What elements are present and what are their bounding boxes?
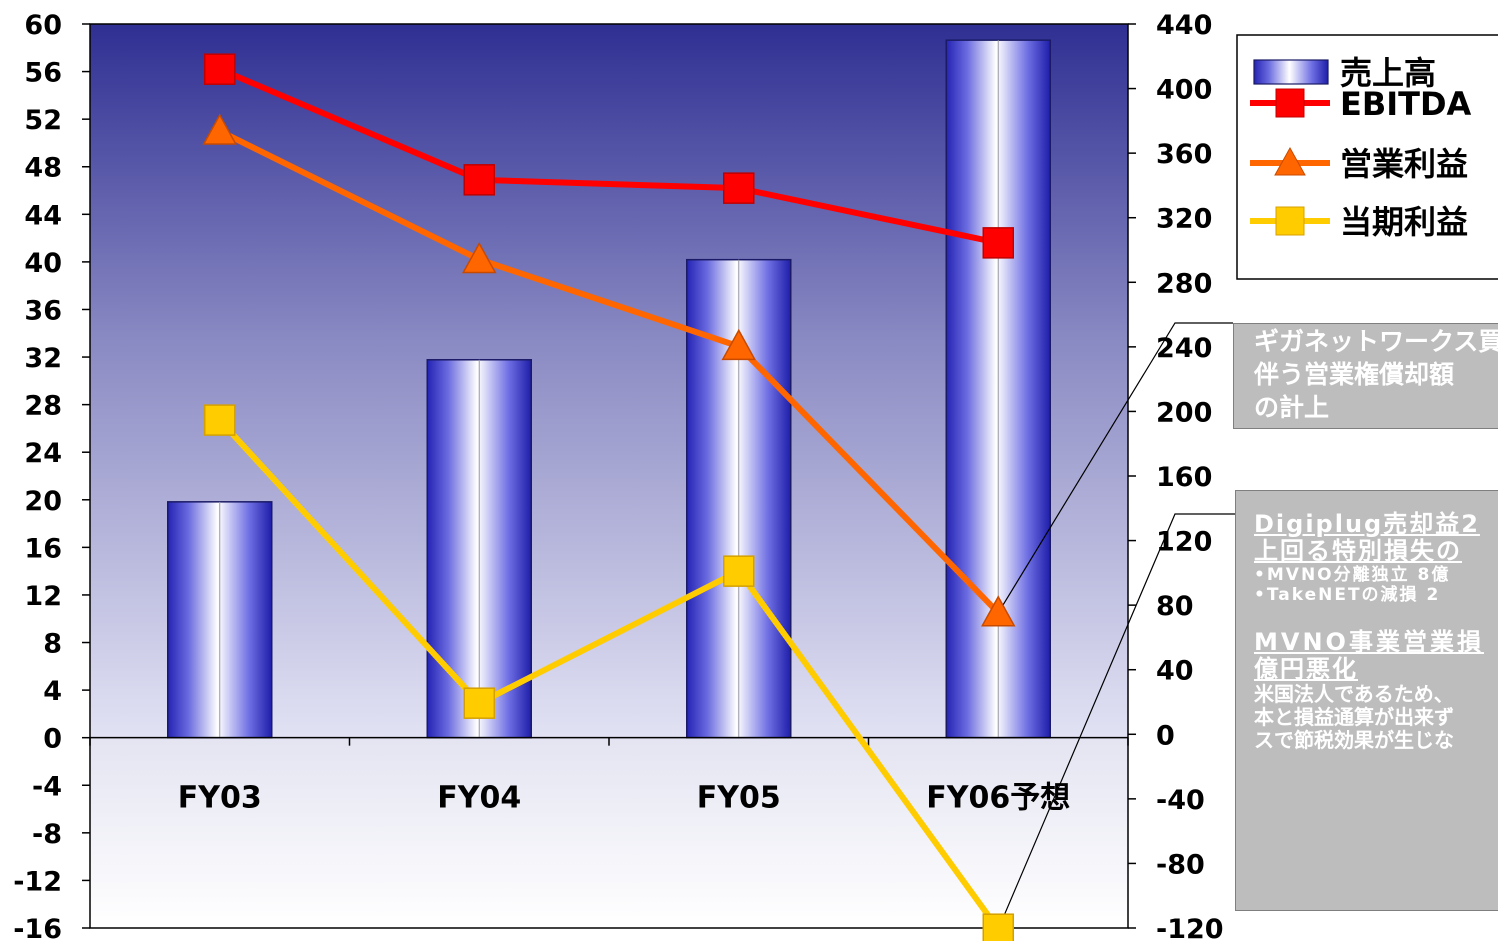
data-point: [204, 53, 236, 85]
legend-label: 当期利益: [1340, 203, 1468, 241]
note2-bullet: •TakeNETの減損 2: [1254, 585, 1441, 605]
right-axis-label: 40: [1156, 656, 1194, 687]
category-label: FY06予想: [926, 781, 1070, 816]
annotation-note-2: Digiplug売却益2 上回る特別損失の •MVNO分離独立 8億 •Take…: [1235, 490, 1498, 911]
left-axis-label: -8: [32, 819, 62, 850]
note2-heading: Digiplug売却益2: [1254, 510, 1480, 538]
series-line-営業利益: [218, 128, 1001, 615]
left-axis-label: -12: [13, 866, 62, 897]
legend-swatch-bar: [1253, 59, 1329, 85]
left-axis-label: 56: [24, 58, 62, 89]
data-point: [202, 113, 238, 145]
data-point: [723, 555, 755, 587]
left-axis-label: -16: [13, 914, 62, 941]
left-axis-label: 28: [24, 391, 62, 422]
left-axis-label: 24: [24, 438, 62, 469]
right-axis-label: -80: [1156, 849, 1205, 880]
data-point: [980, 595, 1016, 627]
data-point: [723, 172, 755, 204]
right-axis-label: 0: [1156, 720, 1175, 751]
left-axis-label: 48: [24, 153, 62, 184]
note2-body: 本と損益通算が出来ず: [1254, 705, 1454, 729]
note1-line: の計上: [1254, 393, 1330, 422]
right-axis-label: 320: [1156, 204, 1212, 235]
right-axis-label: 80: [1156, 591, 1194, 622]
right-axis-label: 160: [1156, 462, 1212, 493]
note1-line: 伴う営業権償却額: [1254, 360, 1455, 389]
note2-heading2: MVNO事業営業損: [1254, 628, 1484, 656]
left-axis-label: 44: [24, 200, 62, 231]
legend-marker: [1275, 88, 1305, 118]
left-axis-label: 60: [24, 10, 62, 41]
left-axis-label: 32: [24, 343, 62, 374]
left-axis-label: -4: [32, 771, 62, 802]
right-axis-label: 200: [1156, 397, 1212, 428]
callout-line-1: [997, 322, 1233, 614]
right-axis-label: 240: [1156, 333, 1212, 364]
legend-label: 営業利益: [1340, 145, 1468, 183]
note1-line: ギガネットワークス買収に: [1254, 327, 1498, 356]
right-axis-label: 400: [1156, 75, 1212, 106]
right-axis-label: 360: [1156, 139, 1212, 170]
right-axis-label: 440: [1156, 10, 1212, 41]
legend-marker: [1274, 146, 1306, 176]
series-line-EBITDA: [218, 66, 999, 246]
note2-body: 米国法人であるため、: [1254, 682, 1454, 706]
legend-label: 売上高: [1340, 54, 1436, 92]
left-axis-label: 16: [24, 533, 62, 564]
legend-marker: [1275, 206, 1305, 236]
callout-line-2: [997, 513, 1235, 930]
right-axis-label: 280: [1156, 268, 1212, 299]
data-point: [463, 164, 495, 196]
annotation-note-1: ギガネットワークス買収に 伴う営業権償却額 の計上: [1233, 323, 1498, 429]
category-label: FY05: [697, 781, 781, 816]
note2-heading2: 億円悪化: [1254, 655, 1358, 683]
legend-label: EBITDA: [1340, 85, 1472, 123]
left-axis-label: 52: [24, 105, 62, 136]
note2-bullet: •MVNO分離独立 8億: [1254, 565, 1451, 585]
right-axis-label: -120: [1156, 914, 1224, 941]
left-axis-label: 4: [43, 676, 62, 707]
note2-heading: 上回る特別損失の: [1254, 537, 1462, 565]
left-axis-label: 20: [24, 486, 62, 517]
right-axis-label: 120: [1156, 527, 1212, 558]
data-point: [204, 404, 236, 436]
data-point: [982, 227, 1014, 259]
category-label: FY03: [178, 781, 262, 816]
right-axis-label: -40: [1156, 785, 1205, 816]
note2-body: スで節税効果が生じな: [1254, 728, 1454, 752]
data-point: [982, 913, 1014, 941]
plot-area-negative: [90, 737, 1128, 928]
left-axis-label: 8: [43, 629, 62, 660]
data-point: [721, 328, 757, 361]
data-point: [463, 687, 495, 719]
left-axis-label: 36: [24, 295, 62, 326]
series-line-当期利益: [217, 418, 1001, 931]
left-axis-label: 12: [24, 581, 62, 612]
left-axis-label: 40: [24, 248, 62, 279]
left-axis-label: 0: [43, 724, 62, 755]
data-point: [461, 241, 497, 274]
category-label: FY04: [437, 781, 521, 816]
